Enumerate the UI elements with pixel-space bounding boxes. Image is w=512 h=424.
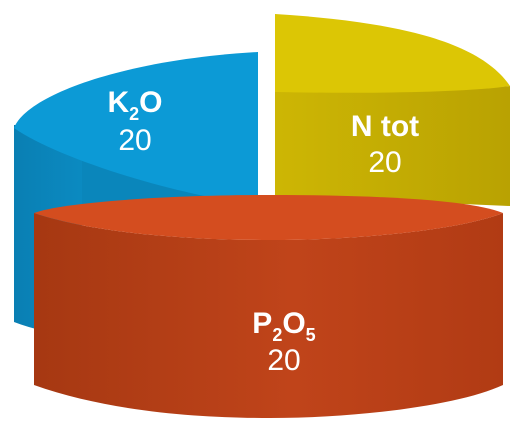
slice-label-ntot: N tot	[351, 110, 419, 143]
slice-ntot-side	[275, 86, 510, 206]
slice-k2o-top	[14, 52, 258, 205]
slice-p2o5	[34, 195, 503, 418]
slice-label-k2o: K2O	[107, 86, 162, 124]
slice-ntot-top	[275, 14, 510, 93]
slice-value-p2o5: 20	[267, 344, 300, 377]
slice-ntot	[275, 14, 510, 206]
slice-label-p2o5: P2O5	[252, 307, 315, 345]
slice-value-k2o: 20	[118, 124, 151, 157]
slice-p2o5-top	[34, 195, 503, 240]
slice-p2o5-side	[34, 213, 503, 418]
slice-value-ntot: 20	[368, 146, 401, 179]
